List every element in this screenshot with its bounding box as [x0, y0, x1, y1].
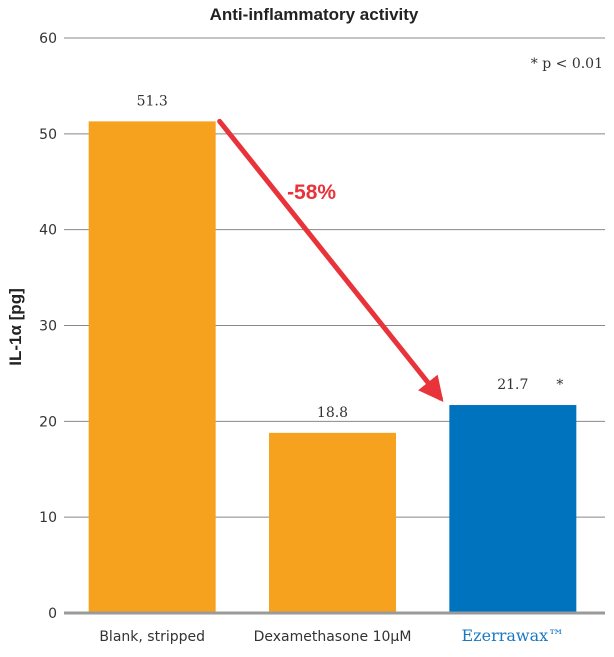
x-tick-label: Blank, stripped [99, 629, 205, 645]
y-axis-label: IL-1α [pg] [6, 288, 25, 366]
reduction-percent-label: -58% [287, 181, 336, 204]
y-tick-label: 0 [48, 606, 57, 622]
y-tick-label: 50 [39, 127, 57, 143]
value-labels: 51.3 18.8 21.7 * [137, 93, 564, 420]
bar [269, 432, 396, 613]
bar [449, 405, 577, 613]
chart-title: Anti-inflammatory activity [210, 5, 419, 24]
significance-marker: * [556, 377, 563, 393]
data-label: 51.3 [137, 93, 168, 109]
reduction-arrow [217, 118, 444, 402]
data-label: 18.8 [317, 405, 348, 421]
y-tick-label: 30 [39, 319, 57, 335]
bar [88, 121, 216, 613]
x-axis-categories: Blank, stripped Dexamethasone 10µM Ezerraw… [99, 626, 564, 645]
y-tick-label: 10 [39, 510, 57, 526]
data-label: 21.7 [497, 377, 528, 393]
bars [88, 121, 577, 613]
y-axis-ticks: 0 10 20 30 40 50 60 [39, 31, 57, 622]
y-tick-label: 20 [39, 414, 57, 430]
x-tick-label: Dexamethasone 10µM [254, 629, 412, 645]
y-tick-label: 40 [39, 223, 57, 239]
y-tick-label: 60 [39, 31, 57, 47]
significance-note: * p < 0.01 [531, 56, 603, 72]
x-tick-label: Ezerrawax™ [461, 626, 564, 645]
